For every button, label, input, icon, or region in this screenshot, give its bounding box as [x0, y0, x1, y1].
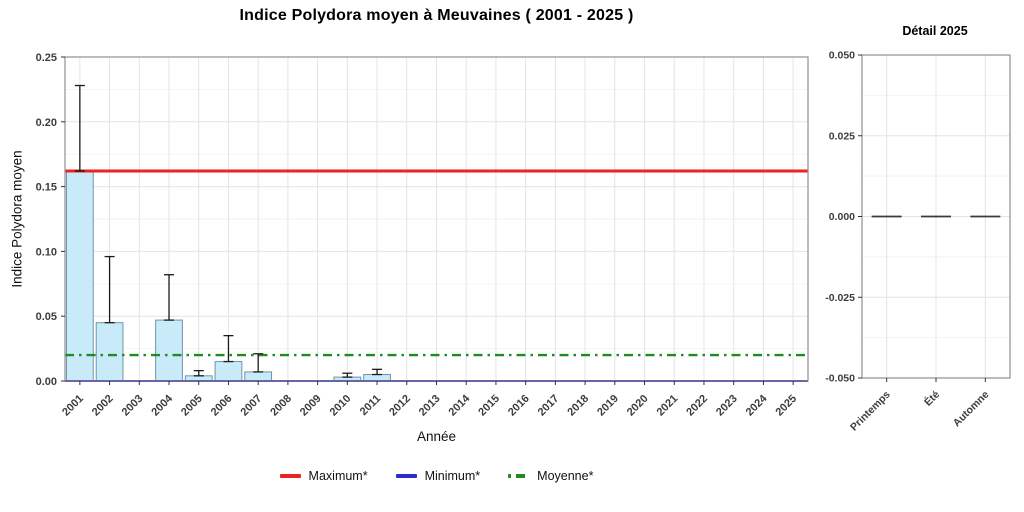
legend-label-moyenne: Moyenne* [537, 469, 594, 483]
svg-text:0.025: 0.025 [829, 130, 855, 142]
svg-text:0.00: 0.00 [36, 376, 57, 388]
legend-item-minimum: Minimum* [395, 469, 481, 483]
minimum-line-swatch [395, 474, 417, 478]
bar-2007 [244, 371, 273, 382]
page-title: Indice Polydora moyen à Meuvaines ( 2001… [239, 7, 634, 24]
svg-text:Printemps: Printemps [848, 389, 893, 434]
legend: Maximum* Minimum* Moyenne* [65, 469, 808, 483]
svg-text:-0.025: -0.025 [825, 292, 855, 304]
detail-chart-title: Détail 2025 [902, 24, 968, 38]
moyenne-line-swatch [508, 474, 530, 478]
svg-text:2005: 2005 [179, 393, 205, 419]
svg-text:-0.050: -0.050 [825, 373, 855, 385]
svg-text:2002: 2002 [90, 393, 116, 419]
legend-item-maximum: Maximum* [279, 469, 368, 483]
svg-text:2011: 2011 [358, 393, 383, 418]
bar-2002 [95, 322, 124, 382]
legend-label-minimum: Minimum* [424, 469, 481, 483]
svg-text:2008: 2008 [268, 393, 294, 419]
svg-text:0.050: 0.050 [829, 50, 855, 62]
svg-text:2012: 2012 [387, 393, 413, 419]
bar-2006 [214, 361, 243, 382]
svg-text:2022: 2022 [684, 393, 710, 419]
legend-item-moyenne: Moyenne* [508, 469, 593, 483]
year-bars [65, 170, 391, 382]
svg-text:0.15: 0.15 [36, 182, 57, 194]
bar-2004 [155, 319, 183, 382]
maximum-line-swatch [279, 474, 301, 478]
svg-text:2014: 2014 [447, 392, 473, 418]
svg-text:2010: 2010 [328, 393, 354, 419]
svg-text:2013: 2013 [417, 393, 443, 419]
svg-text:2015: 2015 [476, 393, 502, 419]
bar-2001 [65, 170, 94, 382]
svg-text:2003: 2003 [120, 393, 146, 419]
svg-text:2024: 2024 [744, 392, 770, 418]
svg-text:0.20: 0.20 [36, 117, 57, 129]
svg-text:2007: 2007 [239, 393, 265, 419]
error-bars [74, 84, 383, 378]
legend-label-maximum: Maximum* [308, 469, 368, 483]
svg-text:2020: 2020 [625, 393, 651, 419]
svg-text:0.25: 0.25 [36, 52, 57, 64]
svg-text:Automne: Automne [951, 389, 992, 430]
svg-text:2025: 2025 [773, 393, 799, 419]
x-axis-label: Année [416, 429, 457, 444]
svg-text:2018: 2018 [565, 393, 591, 419]
svg-text:2021: 2021 [655, 393, 681, 419]
svg-text:2016: 2016 [506, 393, 532, 419]
svg-text:2004: 2004 [149, 392, 175, 418]
svg-text:2023: 2023 [714, 393, 740, 419]
svg-text:2009: 2009 [298, 393, 324, 419]
svg-text:2001: 2001 [60, 393, 86, 419]
svg-text:Été: Été [921, 388, 942, 409]
svg-text:0.000: 0.000 [829, 211, 855, 223]
svg-text:2017: 2017 [536, 393, 562, 419]
svg-text:2019: 2019 [595, 393, 621, 419]
svg-text:2006: 2006 [209, 393, 235, 419]
svg-text:0.05: 0.05 [36, 311, 57, 323]
svg-text:0.10: 0.10 [36, 246, 57, 258]
